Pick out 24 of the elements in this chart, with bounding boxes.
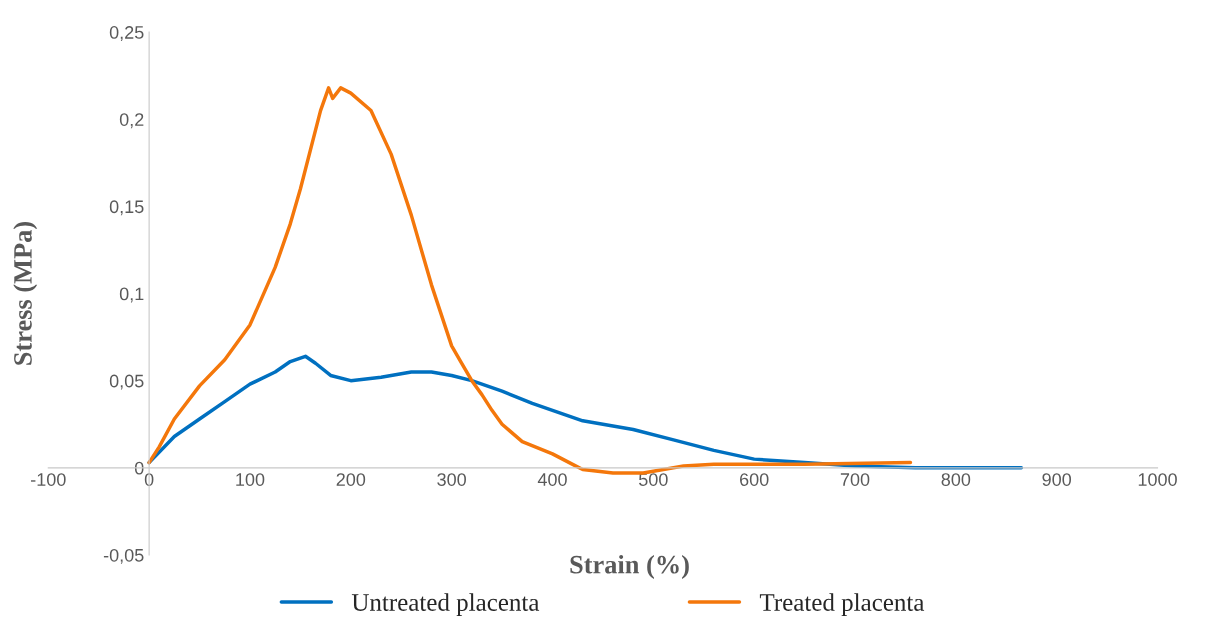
x-axis-title: Strain (%) <box>570 554 689 579</box>
x-tick-label: 500 <box>638 473 668 486</box>
y-tick-label: 0,1 <box>119 287 144 303</box>
x-tick-label: 300 <box>437 473 466 486</box>
x-tick-label: 200 <box>336 473 366 486</box>
x-tick-label: 600 <box>740 473 769 486</box>
x-tick-label: 900 <box>1042 473 1072 486</box>
x-tick-label: 400 <box>537 473 567 486</box>
x-tick-label: 700 <box>840 473 870 486</box>
x-tick-label: 800 <box>941 473 971 486</box>
x-tick-label: -100 <box>31 473 66 486</box>
x-tick-label: 100 <box>236 473 265 486</box>
x-tick-label: 1000 <box>1138 473 1177 486</box>
line-series <box>147 86 913 475</box>
y-axis-title: Stress (MPa) <box>13 222 38 365</box>
legend-label: Treated placenta <box>759 593 925 616</box>
y-tick-label: 0 <box>134 461 144 475</box>
legend-label: Untreated placenta <box>351 593 540 616</box>
y-tick-label: 0,25 <box>109 26 144 41</box>
y-tick-label: 0,2 <box>119 113 144 129</box>
y-tick-label: 0,15 <box>109 200 144 216</box>
x-tick-label: 0 <box>144 473 154 486</box>
y-tick-label: 0,05 <box>109 374 144 390</box>
y-tick-label: -0,05 <box>103 548 144 564</box>
